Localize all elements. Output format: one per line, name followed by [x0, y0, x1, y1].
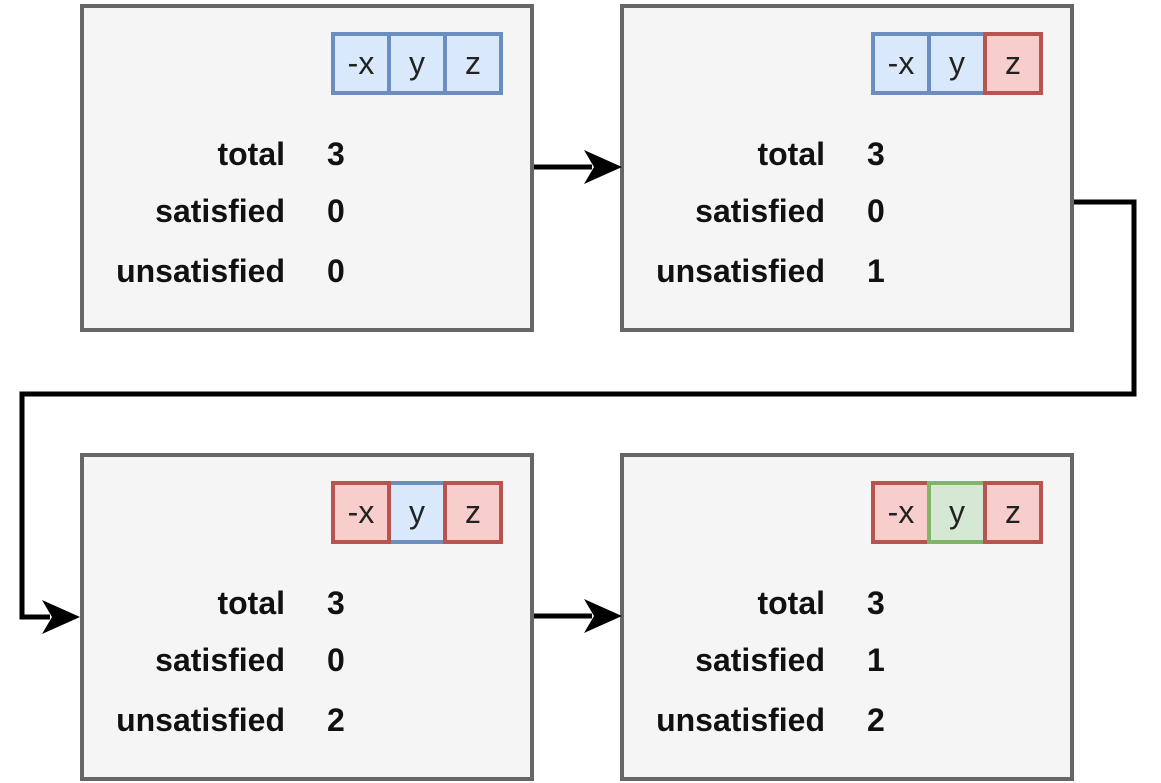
stat-row-unsatisfied: unsatisfied 2	[84, 700, 530, 740]
literal-chip: z	[983, 32, 1043, 95]
state-panel-3: -x y z total 3 satisfied 0 unsatisfied 2	[80, 453, 534, 781]
stat-label: unsatisfied	[656, 253, 825, 289]
stat-value: 1	[867, 253, 885, 289]
arrow-2-to-3	[19, 199, 1137, 634]
stat-label: unsatisfied	[116, 702, 285, 738]
literal-chips: -x y z	[871, 32, 1043, 95]
stat-value: 3	[867, 585, 885, 621]
arrow-3-to-4	[534, 599, 622, 633]
literal-chip: z	[443, 32, 503, 95]
stat-label: satisfied	[155, 642, 285, 678]
stat-value: 0	[327, 193, 345, 229]
stat-label: unsatisfied	[116, 253, 285, 289]
stat-label: total	[757, 585, 825, 621]
stat-value: 3	[867, 136, 885, 172]
arrow-1-to-2	[534, 150, 622, 184]
stat-row-total: total 3	[84, 134, 530, 174]
literal-chip: -x	[871, 32, 931, 95]
literal-chip: -x	[331, 32, 391, 95]
stat-label: total	[757, 136, 825, 172]
stat-value: 0	[327, 253, 345, 289]
stat-row-unsatisfied: unsatisfied 1	[624, 251, 1070, 291]
stat-value: 3	[327, 136, 345, 172]
literal-chip: z	[983, 481, 1043, 544]
stat-row-total: total 3	[624, 134, 1070, 174]
literal-chips: -x y z	[871, 481, 1043, 544]
literal-chips: -x y z	[331, 481, 503, 544]
stat-row-satisfied: satisfied 1	[624, 640, 1070, 680]
stat-label: unsatisfied	[656, 702, 825, 738]
stat-label: total	[217, 136, 285, 172]
stat-value: 2	[867, 702, 885, 738]
stat-label: satisfied	[695, 193, 825, 229]
stat-row-satisfied: satisfied 0	[624, 191, 1070, 231]
literal-chip: -x	[871, 481, 931, 544]
stat-label: satisfied	[695, 642, 825, 678]
literal-chip: z	[443, 481, 503, 544]
stat-row-satisfied: satisfied 0	[84, 640, 530, 680]
literal-chip: y	[927, 32, 987, 95]
literal-chips: -x y z	[331, 32, 503, 95]
literal-chip: y	[927, 481, 987, 544]
state-panel-4: -x y z total 3 satisfied 1 unsatisfied 2	[620, 453, 1074, 781]
stat-row-total: total 3	[624, 583, 1070, 623]
state-panel-1: -x y z total 3 satisfied 0 unsatisfied 0	[80, 4, 534, 332]
stat-row-unsatisfied: unsatisfied 2	[624, 700, 1070, 740]
stat-row-unsatisfied: unsatisfied 0	[84, 251, 530, 291]
literal-chip: -x	[331, 481, 391, 544]
stat-value: 0	[327, 642, 345, 678]
literal-chip: y	[387, 32, 447, 95]
state-panel-2: -x y z total 3 satisfied 0 unsatisfied 1	[620, 4, 1074, 332]
stat-value: 2	[327, 702, 345, 738]
stat-value: 0	[867, 193, 885, 229]
stat-row-satisfied: satisfied 0	[84, 191, 530, 231]
stat-label: total	[217, 585, 285, 621]
stat-label: satisfied	[155, 193, 285, 229]
stat-value: 1	[867, 642, 885, 678]
stat-row-total: total 3	[84, 583, 530, 623]
stat-value: 3	[327, 585, 345, 621]
